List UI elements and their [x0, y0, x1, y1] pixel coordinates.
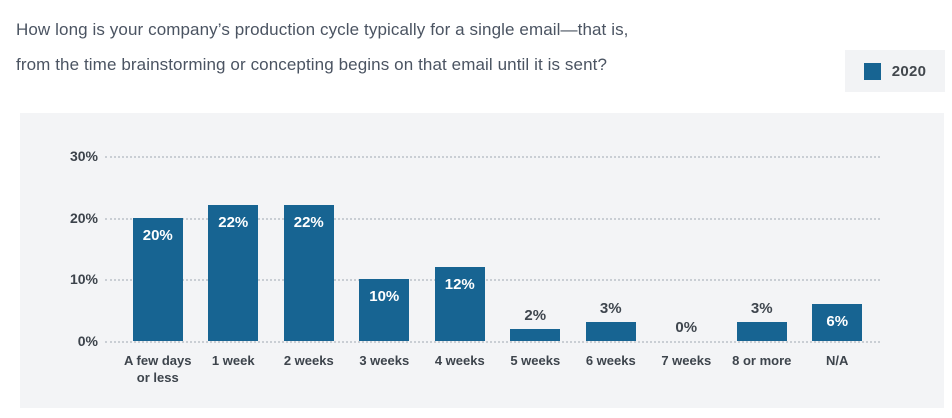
bar-column: 20%: [120, 156, 196, 341]
x-axis-label: 8 or more: [732, 353, 792, 368]
legend-box: 2020: [845, 50, 945, 92]
bar-value-label: 0%: [675, 319, 698, 336]
bar-column: 3%: [724, 156, 800, 341]
gridline-30: [105, 156, 880, 158]
bar-column: 10%: [347, 156, 423, 341]
gridline-layer: [105, 156, 880, 343]
title-line-2: from the time brainstorming or conceptin…: [16, 55, 608, 74]
bar: [283, 205, 334, 341]
x-axis-label: 7 weeks: [661, 353, 712, 368]
bar-column: 2%: [498, 156, 574, 341]
bar-value-label: 22%: [293, 214, 324, 231]
bar-column: 6%: [800, 156, 876, 341]
legend-label: 2020: [891, 62, 927, 80]
x-axis-label: 4 weeks: [434, 353, 485, 368]
bar: [359, 279, 410, 341]
bar-value-label: 10%: [369, 288, 400, 305]
bar: [510, 329, 561, 341]
gridline-20: [105, 217, 880, 220]
bar: [736, 322, 787, 341]
bar-column: 22%: [271, 156, 347, 341]
gridline-10: [105, 279, 880, 282]
x-axis-label: N/A: [826, 353, 849, 368]
bar-value-label: 6%: [826, 313, 849, 330]
bar: [434, 267, 485, 341]
title-line-1: How long is your company’s production cy…: [16, 20, 629, 39]
bar-value-label: 3%: [599, 300, 622, 317]
bar-column: 0%: [649, 156, 725, 341]
x-axis-label: 1 week: [211, 353, 255, 368]
bar-value-label: 22%: [218, 214, 249, 231]
bar-column: 3%: [573, 156, 649, 341]
bar-series-2020: 20% 22% 22% 10% 12% 2% 3% 0% 3% 6%: [120, 156, 875, 341]
bar: [208, 205, 259, 341]
x-axis-label: 2 weeks: [283, 353, 334, 368]
bar: [812, 304, 863, 341]
x-axis-label: A few days or less: [124, 353, 192, 385]
chart-question-title: How long is your company’s production cy…: [16, 12, 796, 82]
bar-value-label: 20%: [142, 227, 173, 244]
x-axis-label: 3 weeks: [359, 353, 410, 368]
bar-value-label: 3%: [750, 300, 773, 317]
x-axis-label: 5 weeks: [510, 353, 561, 368]
legend-swatch-2020: [863, 62, 881, 80]
bar-value-label: 12%: [444, 276, 475, 293]
bar: [132, 218, 183, 341]
y-axis-label-20: 20%: [69, 209, 98, 226]
bar-column: 22%: [196, 156, 272, 341]
chart-panel: 30% 20% 10% 0% 20% 22% 22% 10% 12% 2% 3% 0% 3% 6% A …: [20, 113, 944, 408]
y-axis-label-10: 10%: [69, 271, 98, 288]
gridline-0: [105, 341, 880, 343]
y-axis-label-30: 30%: [69, 148, 98, 164]
x-axis: A few days or less 1 week 2 weeks 3 weeks 4 …: [120, 352, 875, 386]
y-axis-label-0: 0%: [77, 333, 98, 349]
bar-column: 12%: [422, 156, 498, 341]
x-axis-label: 6 weeks: [585, 353, 636, 368]
bar-value-label: 2%: [524, 307, 547, 324]
bar: [585, 322, 636, 341]
